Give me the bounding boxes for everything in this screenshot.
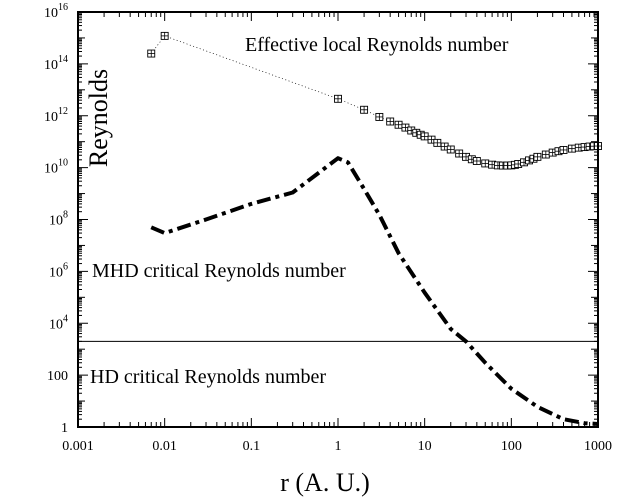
data-point-marker <box>386 117 395 126</box>
y-tick-label: 1012 <box>44 106 68 125</box>
y-tick-labels: 1 100 104 106 108 1010 1012 1014 1016 <box>44 2 68 436</box>
data-point-marker <box>160 31 169 40</box>
series-line-1 <box>150 156 599 426</box>
data-point-marker <box>567 144 576 153</box>
x-tick-label: 0.1 <box>243 439 261 454</box>
y-tick-label: 1014 <box>44 54 68 73</box>
data-point-marker <box>360 105 369 114</box>
x-tick-label: 0.001 <box>62 439 94 454</box>
annotation-effective: Effective local Reynolds number <box>245 34 509 56</box>
x-tick-label: 1 <box>335 439 342 454</box>
plot-frame <box>77 11 599 428</box>
x-tick-label: 10 <box>418 439 432 454</box>
data-point-marker <box>334 94 342 103</box>
data-point-marker <box>147 49 156 58</box>
annotation-mhd: MHD critical Reynolds number <box>92 260 346 282</box>
x-tick-label: 1000 <box>584 439 612 454</box>
y-tick-label: 1016 <box>44 2 68 21</box>
data-point-marker <box>481 159 490 168</box>
data-point-marker <box>420 132 429 141</box>
data-point-marker <box>433 138 442 147</box>
y-tick-label: 108 <box>49 210 68 229</box>
data-point-marker <box>394 120 403 129</box>
data-point-marker <box>446 145 455 154</box>
y-tick-label: 100 <box>47 369 68 384</box>
y-tick-label: 106 <box>49 261 68 280</box>
data-point-marker <box>559 146 568 154</box>
axis-ticks <box>77 11 599 428</box>
annotation-hd: HD critical Reynolds number <box>90 366 326 388</box>
x-tick-label: 100 <box>501 439 522 454</box>
data-point-marker <box>472 157 481 165</box>
x-axis-label: r (A. U.) <box>280 468 370 497</box>
x-tick-label: 0.01 <box>152 439 177 454</box>
data-point-marker <box>533 152 542 161</box>
data-point-marker <box>375 112 384 121</box>
series-markers <box>147 31 602 170</box>
y-axis-label: Reynolds <box>84 69 113 167</box>
y-tick-label: 1 <box>61 421 68 436</box>
x-tick-labels: 0.001 0.01 0.1 1 10 100 1000 <box>62 439 612 454</box>
data-point-marker <box>541 150 550 159</box>
data-point-marker <box>455 149 464 158</box>
y-tick-label: 104 <box>49 313 68 332</box>
y-tick-label: 1010 <box>44 158 68 177</box>
